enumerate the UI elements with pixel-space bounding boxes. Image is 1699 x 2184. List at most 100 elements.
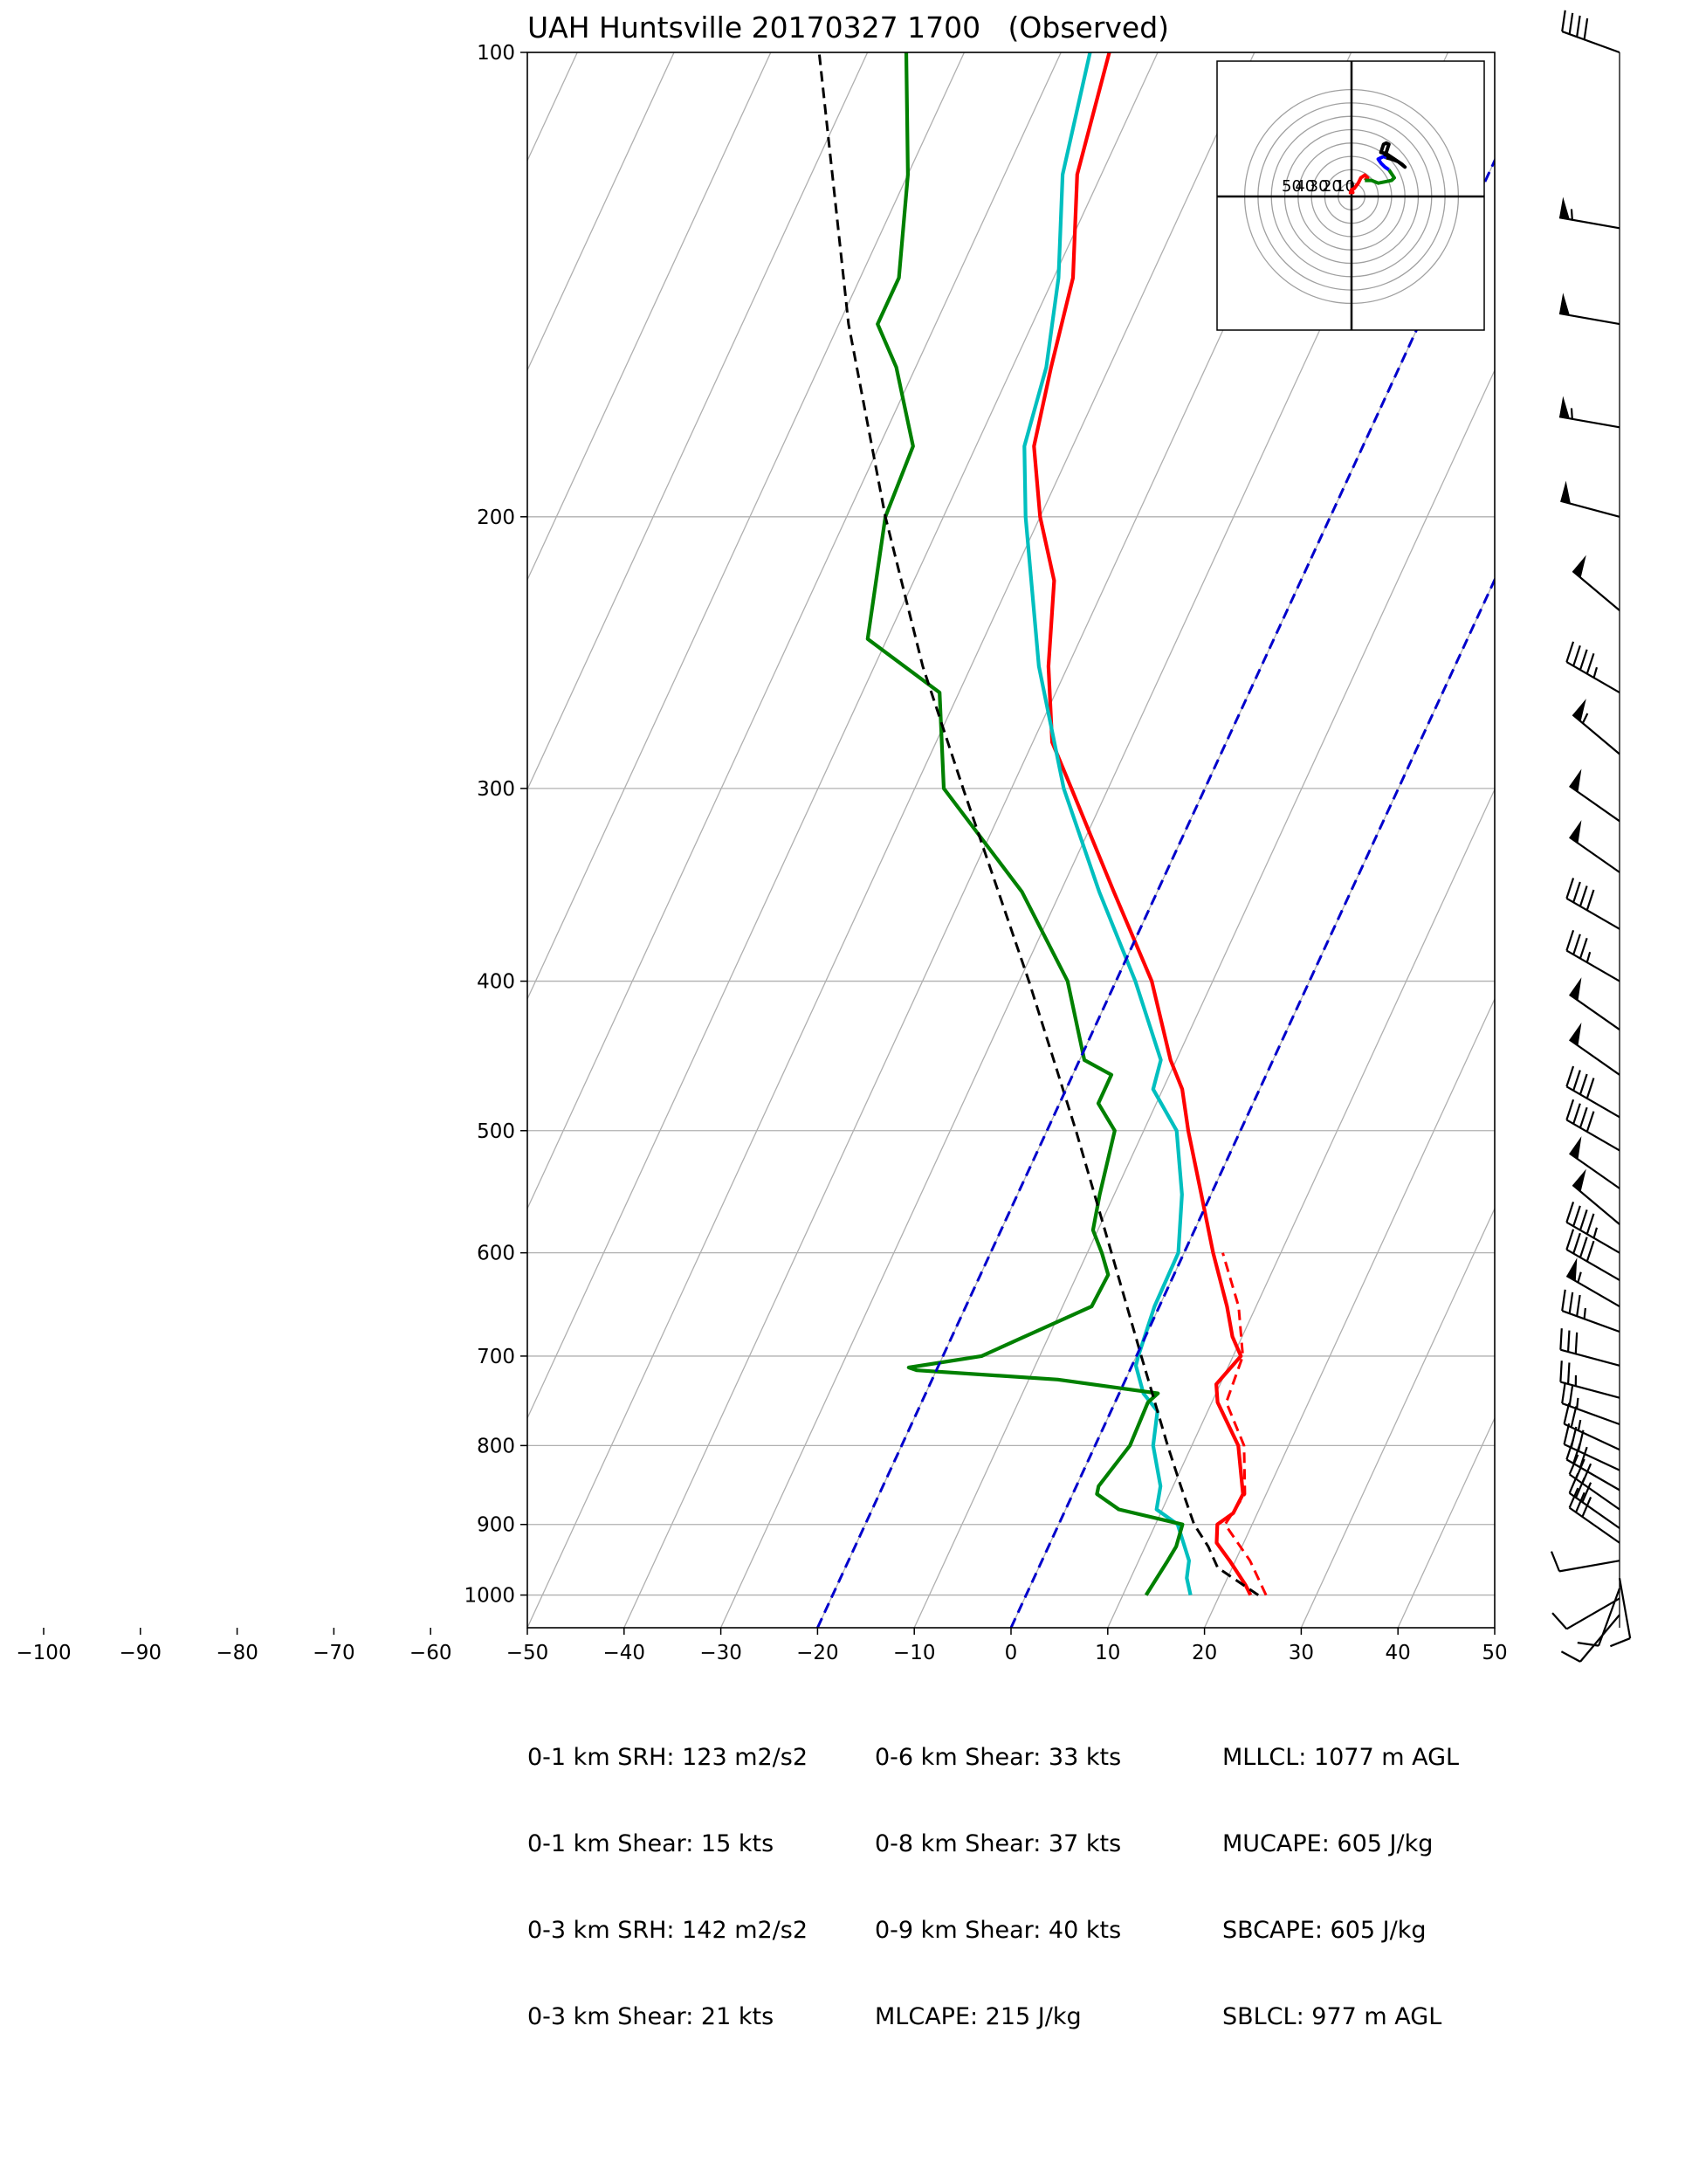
wind-barb-34 (1551, 1597, 1620, 1630)
x-tick-label-1: −90 (120, 1642, 162, 1664)
wind-barb-13 (1569, 1022, 1620, 1076)
wind-barb-31 (1550, 1551, 1620, 1573)
series-line-2 (1022, 52, 1193, 1596)
barb-staff (1560, 1381, 1620, 1399)
barb-full (1565, 878, 1575, 899)
wind-barb-28 (1568, 1454, 1620, 1511)
barb-full (1581, 1482, 1592, 1503)
barb-staff (1564, 1443, 1620, 1471)
barb-full (1565, 1438, 1575, 1460)
param-srh-01: 0-1 km SRH: 123 m2/s2 (527, 1744, 808, 1771)
param-srh-03: 0-3 km SRH: 142 m2/s2 (527, 1917, 808, 1944)
x-tick-label-14: 40 (1386, 1642, 1411, 1664)
barb-staff (1569, 1473, 1620, 1511)
barb-staff (1565, 1119, 1620, 1152)
barb-full (1579, 885, 1588, 907)
wind-barb-12 (1569, 977, 1620, 1030)
hodo-ring-label-50: 50 (1282, 177, 1302, 196)
barb-full (1575, 1492, 1586, 1513)
hodo-ring-label-30: 30 (1309, 177, 1329, 196)
x-tick-label-7: −30 (699, 1642, 742, 1664)
barb-full (1566, 1362, 1571, 1384)
isotherm--10 (913, 369, 1495, 1628)
barb-staff (1561, 31, 1620, 54)
barb-full (1572, 1205, 1581, 1227)
barb-full (1565, 641, 1575, 663)
barb-full (1565, 1202, 1575, 1223)
wind-barb-4 (1560, 480, 1620, 518)
x-tick-label-3: −70 (313, 1642, 355, 1664)
barb-full (1565, 1099, 1575, 1120)
barb-full (1565, 1229, 1575, 1250)
params-column-2: 0-6 km Shear: 33 kts 0-8 km Shear: 37 kt… (875, 1685, 1121, 2060)
barb-full (1568, 1384, 1574, 1407)
wind-barb-11 (1565, 929, 1620, 982)
isotherm--70 (527, 52, 1062, 1210)
barb-full (1586, 1240, 1595, 1262)
y-tick-label-200: 200 (477, 506, 515, 529)
wind-barb-24 (1561, 1381, 1620, 1426)
barb-full (1579, 1209, 1588, 1231)
param-shear-01: 0-1 km Shear: 15 kts (527, 1830, 774, 1857)
barb-full (1563, 1423, 1571, 1445)
barb-full (1551, 1612, 1568, 1630)
barb-staff (1565, 897, 1620, 930)
series-line-3 (865, 52, 1185, 1596)
barb-staff (1558, 217, 1620, 230)
barb-staff (1572, 1184, 1620, 1225)
param-sblcl: SBLCL: 977 m AGL (1222, 2003, 1442, 2030)
barb-half (1577, 1419, 1582, 1431)
series-line-4 (817, 52, 1260, 1596)
barb-staff (1569, 836, 1620, 873)
x-tick-label-8: −20 (796, 1642, 839, 1664)
x-tick-label-4: −60 (409, 1642, 452, 1664)
wind-barb-9 (1569, 820, 1620, 873)
params-column-1: 0-1 km SRH: 123 m2/s2 0-1 km Shear: 15 k… (527, 1685, 808, 2060)
wind-barb-10 (1565, 878, 1620, 930)
hodo-line-0 (1348, 173, 1370, 195)
isotherm--110 (527, 52, 675, 372)
barb-full (1579, 649, 1588, 671)
barb-full (1586, 652, 1595, 674)
wind-barb-23 (1559, 1361, 1620, 1399)
wind-barb-16 (1569, 1136, 1620, 1189)
barb-full (1574, 1332, 1579, 1354)
series-line-6 (1009, 576, 1495, 1628)
barb-half (1576, 1397, 1579, 1409)
wind-barb-25 (1563, 1402, 1620, 1451)
barb-full (1565, 929, 1575, 951)
isotherm-10 (1107, 788, 1495, 1628)
barb-flag (1572, 1168, 1586, 1192)
wind-barb-19 (1565, 1229, 1620, 1281)
barb-full (1561, 10, 1566, 32)
wind-barb-35 (1560, 1614, 1620, 1663)
x-axis: −100 −90 −80 −70 −60 −50 −40 −30 −20 −10 0 10 20 30 40… (16, 1628, 1508, 1664)
isotherm-30 (1300, 1207, 1495, 1628)
barb-full (1572, 1232, 1581, 1254)
barb-flag (1559, 396, 1570, 419)
wind-barb-1 (1558, 196, 1620, 230)
barb-full (1586, 1111, 1595, 1133)
barb-full (1560, 1650, 1581, 1663)
barb-staff (1560, 1348, 1620, 1367)
barb-flag (1560, 480, 1571, 504)
wind-barb-17 (1572, 1168, 1620, 1225)
barb-full (1559, 1328, 1563, 1350)
barb-staff (1569, 994, 1620, 1030)
params-column-3: MLLCL: 1077 m AGL MUCAPE: 605 J/kg SBCAP… (1222, 1685, 1459, 2060)
y-tick-label-1000: 1000 (464, 1585, 515, 1608)
barb-flag (1569, 977, 1582, 1001)
isotherm--100 (527, 52, 772, 582)
barb-staff (1565, 1085, 1620, 1119)
wind-barb-7 (1572, 699, 1620, 755)
hodo-line-3 (1379, 141, 1407, 169)
wind-barb-0 (1561, 10, 1620, 54)
wind-barb-29 (1568, 1472, 1620, 1529)
x-tick-label-5: −50 (506, 1642, 549, 1664)
barb-full (1561, 1381, 1566, 1404)
barb-staff (1558, 1560, 1620, 1573)
wind-barb-32 (1609, 1577, 1632, 1648)
barb-full (1586, 889, 1595, 911)
barb-staff (1572, 713, 1620, 755)
